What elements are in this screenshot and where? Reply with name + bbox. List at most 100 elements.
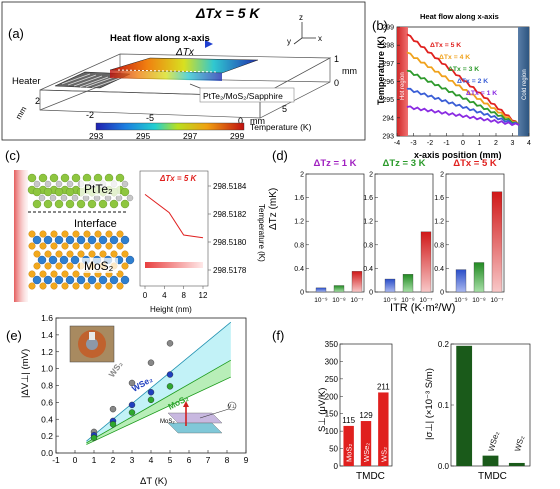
- panel-c-ylabel: Temperature (K): [257, 204, 266, 262]
- s-atom: [44, 250, 52, 258]
- hot-region-band: [397, 27, 408, 136]
- panel-f-bar: [482, 455, 499, 466]
- pt-atom: [121, 180, 129, 188]
- mo-atom: [70, 255, 80, 265]
- te-atom: [60, 173, 70, 183]
- inset-vbar-label: V⊥: [228, 404, 236, 410]
- panel-b-series-line: [406, 33, 520, 126]
- mo-atom: [65, 235, 75, 245]
- te-atom: [109, 199, 119, 209]
- te-atom: [93, 173, 103, 183]
- s-atom: [77, 250, 85, 258]
- panel-f-bar: [343, 425, 354, 466]
- pt-atom: [66, 180, 74, 188]
- panel-b-xtick-label: -2: [427, 140, 433, 147]
- panel-d-subplot-title: ΔTz = 3 K: [383, 158, 426, 169]
- panel-f-ytick-label: 100: [325, 427, 339, 436]
- te-atom: [87, 199, 97, 209]
- te-atom: [120, 199, 130, 209]
- panel-e-xtick-label: 0: [73, 455, 78, 465]
- panel-c-plot: 0 4 8 12 298.5178 298.5180 298.5182 298.5184: [143, 182, 247, 300]
- sample-label: PtTe₂/MoS₂/Sapphire: [203, 91, 283, 101]
- sample-slab: [109, 57, 259, 81]
- te-atom: [27, 173, 37, 183]
- panel-e-point: [90, 434, 98, 442]
- panel-c-ytick-label: 298.5180: [213, 238, 247, 247]
- s-atom: [116, 282, 124, 290]
- s-atom: [28, 282, 36, 290]
- mo-atom: [109, 275, 119, 285]
- s-atom: [94, 282, 102, 290]
- panel-f-bar: [378, 392, 389, 466]
- colorbar: [95, 122, 245, 131]
- colorbar-tick-295: 295: [136, 131, 150, 141]
- panel-d-ytick-label: 0.4: [434, 266, 444, 273]
- panel-e-point: [128, 379, 136, 387]
- panel-b-series-line: [406, 105, 520, 127]
- panel-b-series-line: [406, 69, 520, 126]
- panel-d-xtick-label: 10⁻⁷: [350, 297, 364, 304]
- mo-atom: [37, 255, 47, 265]
- te-atom: [43, 187, 53, 197]
- panel-b-label: (b): [372, 18, 388, 33]
- panel-f-s-ylabel: S⊥ (μV/K): [317, 388, 328, 432]
- panel-e-xtick-label: 8: [225, 455, 230, 465]
- te-atom: [32, 187, 42, 197]
- te-atom: [65, 187, 75, 197]
- panel-e-point: [166, 383, 174, 390]
- pt-atom: [60, 194, 68, 202]
- mo-atom: [76, 235, 86, 245]
- panel-b-ylabel: Temperature (K): [376, 36, 386, 105]
- panel-d-xtick-label: 10⁻⁸: [401, 297, 415, 304]
- panel-f-category-label: MoS₂: [460, 323, 474, 344]
- te-atom: [38, 173, 48, 183]
- panel-d-ytick-label: 1.6: [294, 195, 304, 202]
- z-tick-1: 1: [334, 54, 339, 64]
- panel-b-ytick-label: 294: [382, 115, 394, 122]
- panel-d-ytick-label: 2: [369, 172, 373, 179]
- s-atom: [66, 250, 74, 258]
- interface-label-bg: [72, 216, 132, 230]
- x-tick-5: 5: [282, 104, 287, 114]
- mo-atom: [32, 235, 42, 245]
- s-atom: [50, 282, 58, 290]
- panel-c-ytick-label: 298.5182: [213, 210, 247, 219]
- panel-e-point: [128, 409, 136, 416]
- mo-atom: [32, 275, 42, 285]
- panel-f-ytick-label: 50: [329, 445, 338, 454]
- panel-b-series-label: ΔTx = 1 K: [466, 90, 497, 97]
- panel-b-series-label: ΔTx = 5 K: [430, 42, 461, 49]
- panel-e-ytick-label: 1.2: [41, 347, 53, 357]
- panel-d-ytick-label: 1.2: [294, 219, 304, 226]
- panel-c-xtick-label: 4: [162, 291, 167, 300]
- x-tick-neg5: -5: [146, 113, 154, 123]
- panel-d-ytick-label: 0: [300, 290, 304, 297]
- panel-e-xtick-label: 4: [149, 455, 154, 465]
- s-atom: [116, 230, 124, 238]
- mo-atom: [76, 275, 86, 285]
- device-schematic-inset: MoS₂ V⊥: [160, 401, 237, 434]
- panel-d-ytick-label: 0.4: [363, 266, 373, 273]
- te-atom: [76, 199, 86, 209]
- heater-label: Heater: [12, 76, 41, 87]
- panel-b-xlabel: x-axis position (mm): [414, 150, 502, 160]
- panel-e-xtick-label: -1: [52, 455, 60, 465]
- s-atom: [61, 230, 69, 238]
- s-atom: [83, 242, 91, 250]
- colorbar-title: Temperature (K): [250, 122, 312, 132]
- hot-region-label: Hot region: [400, 72, 406, 100]
- panel-f-category-label: WSe₂: [362, 443, 371, 462]
- mos2-label-bg: [80, 258, 118, 273]
- panel-d-bar: [333, 285, 345, 293]
- panel-d: (d) ΔTz (mK) ITR (K·m²/W) ΔTz = 1 K 10⁻⁹ 1…: [268, 148, 505, 314]
- panel-e-ytick-label: 1.6: [41, 313, 53, 323]
- panel-d-xtick-label: 10⁻⁸: [332, 297, 346, 304]
- pt-atom: [71, 194, 79, 202]
- panel-e-ytick-label: 1.4: [41, 330, 53, 340]
- panel-f-ytick-label: 300: [325, 357, 339, 366]
- panel-b-ytick-label: 299: [382, 25, 394, 32]
- s-atom: [72, 230, 80, 238]
- te-atom: [120, 187, 130, 197]
- s-atom: [50, 230, 58, 238]
